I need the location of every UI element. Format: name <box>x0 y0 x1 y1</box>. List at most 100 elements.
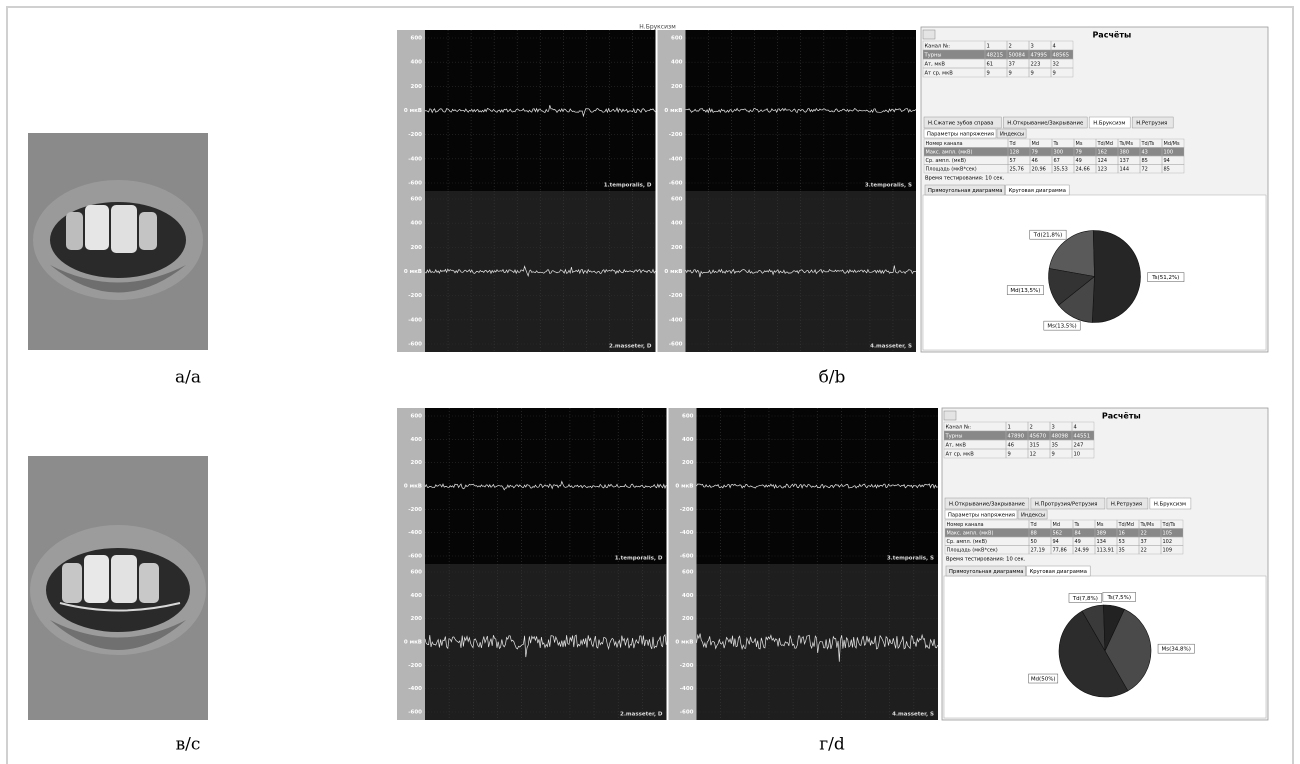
table-text: 24,66 <box>1076 167 1090 173</box>
pie-label: Ms(13,5%) <box>1047 324 1076 330</box>
table-text: Турны <box>945 433 963 439</box>
y-tick-label: 400 <box>682 593 694 599</box>
table-text: 9 <box>1009 70 1012 76</box>
table-text: Ts <box>1053 141 1059 147</box>
table-text: 35 <box>1052 442 1059 448</box>
y-tick-label: 200 <box>411 245 423 251</box>
table-text: 57 <box>1010 158 1016 164</box>
subtab-label: Индексы <box>1021 512 1045 518</box>
y-tick-label: 200 <box>411 460 423 466</box>
tab-label: Н.Ретрузия <box>1136 120 1167 126</box>
table-text: 9 <box>1008 451 1011 457</box>
channel-label: 3.temporalis, S <box>887 556 934 562</box>
table-text: 380 <box>1120 150 1130 156</box>
tab-label: Н.Ретрузия <box>1111 501 1142 507</box>
table-text: 9 <box>987 70 990 76</box>
table-text: 35,53 <box>1054 167 1068 173</box>
table-text: 144 <box>1120 167 1130 173</box>
y-tick-label: 400 <box>411 437 423 443</box>
table-text: Площадь (мкВ*сек) <box>926 167 977 173</box>
table-text: Ts/Ms <box>1119 141 1134 147</box>
table-text: 10 <box>1074 451 1081 457</box>
y-tick-label: -400 <box>669 317 683 323</box>
y-tick-label: 200 <box>671 84 683 90</box>
y-tick-label: 0 мкВ <box>664 108 682 114</box>
y-tick-label: 0 мкВ <box>404 640 422 646</box>
channel-label: 2.masseter, D <box>609 344 652 350</box>
table-text: 44551 <box>1074 433 1091 439</box>
y-tick-label: 600 <box>682 570 694 576</box>
y-tick-label: 400 <box>671 221 683 227</box>
table-text: 47995 <box>1031 52 1048 58</box>
table-text: Ms <box>1097 522 1104 528</box>
chart-tab-label: Круговая диаграмма <box>1009 188 1066 194</box>
table-text: Канал №: <box>925 43 951 49</box>
table-text: 562 <box>1053 531 1063 537</box>
table-text: 48098 <box>1052 433 1069 439</box>
table-text: 124 <box>1098 158 1108 164</box>
table-text: 22 <box>1141 531 1147 537</box>
table-text: 49 <box>1076 158 1082 164</box>
y-tick-label: 400 <box>411 221 423 227</box>
y-tick-label: 400 <box>411 593 423 599</box>
table-text: 25,76 <box>1010 167 1024 173</box>
table-text: 94 <box>1053 539 1059 545</box>
table-text: 85 <box>1164 167 1170 173</box>
pie-label: Ts(7,5%) <box>1106 595 1131 601</box>
test-time: Время тестирования: 10 сек. <box>925 176 1005 182</box>
table-text: 79 <box>1032 150 1038 156</box>
table-text: Макс. ампл. (мкВ) <box>926 150 973 156</box>
table-text: 162 <box>1098 150 1108 156</box>
y-tick-label: -200 <box>408 507 422 513</box>
table-text: 88 <box>1031 531 1037 537</box>
y-tick-label: 400 <box>671 60 683 66</box>
table-text: 223 <box>1031 61 1041 67</box>
table-text: 3 <box>1031 43 1034 49</box>
table-text: 48215 <box>987 52 1004 58</box>
y-tick-label: 0 мкВ <box>404 484 422 490</box>
table-text: 2 <box>1009 43 1012 49</box>
y-tick-label: 200 <box>682 616 694 622</box>
table-text: Ts <box>1074 522 1080 528</box>
table-text: Ат, мкВ <box>946 442 967 448</box>
y-tick-label: 600 <box>411 570 423 576</box>
table-text: Td <box>1009 141 1016 147</box>
y-tick-label: -400 <box>669 156 683 162</box>
pie-label: Td(7,8%) <box>1072 596 1098 602</box>
caption: а/а <box>175 368 201 388</box>
y-tick-label: -200 <box>408 293 422 299</box>
table-text: 134 <box>1097 539 1107 545</box>
table-text: 300 <box>1054 150 1064 156</box>
y-tick-label: -400 <box>680 686 694 692</box>
y-tick-label: 200 <box>671 245 683 251</box>
y-tick-label: -600 <box>408 554 422 560</box>
photo-c <box>28 456 208 720</box>
table-text: Канал №: <box>946 424 972 430</box>
table-text: Md <box>1053 522 1061 528</box>
table-text: Ат ср, мкВ <box>946 451 975 457</box>
table-text: Ат ср, мкВ <box>925 70 954 76</box>
y-tick-label: -400 <box>408 156 422 162</box>
tab-label: Н.Протрузия/Ретрузия <box>1035 501 1098 507</box>
toolbar-button <box>944 411 956 420</box>
channel-label: 4.masseter, S <box>870 344 912 350</box>
y-tick-label: 600 <box>411 197 423 203</box>
pie-label: Ms(34,8%) <box>1162 647 1191 653</box>
tab-label: Н.Бруксизм <box>1093 120 1125 126</box>
table-text: 46 <box>1032 158 1038 164</box>
table-text: 67 <box>1054 158 1060 164</box>
table-text: Md <box>1032 141 1040 147</box>
table-text: Макс. ампл. (мкВ) <box>947 531 994 537</box>
table-text: 389 <box>1097 531 1107 537</box>
pie-label: Md(13,5%) <box>1010 288 1040 294</box>
y-tick-label: -400 <box>408 317 422 323</box>
table-text: Td/Md <box>1118 522 1134 528</box>
tab-label: Н.Бруксизм <box>1154 501 1186 507</box>
y-tick-label: -600 <box>408 342 422 348</box>
table-text: 24,99 <box>1075 548 1089 554</box>
table-text: 94 <box>1164 158 1170 164</box>
y-tick-label: -200 <box>680 663 694 669</box>
table-text: 123 <box>1098 167 1108 173</box>
table-text: 50 <box>1031 539 1037 545</box>
table-text: 35 <box>1119 548 1125 554</box>
